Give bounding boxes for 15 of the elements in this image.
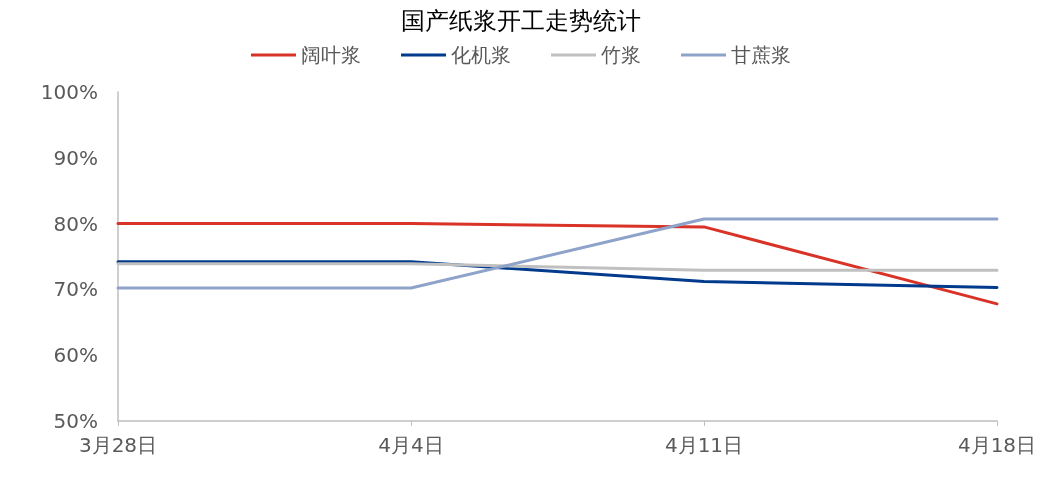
x-tick-label: 4月11日	[664, 433, 744, 457]
x-tick-label: 4月18日	[957, 433, 1037, 457]
y-tick-label: 100%	[40, 80, 98, 104]
legend-label: 竹浆	[601, 43, 641, 67]
y-tick-label: 70%	[53, 277, 98, 302]
legend-label: 甘蔗浆	[731, 43, 791, 67]
y-tick-label: 80%	[53, 211, 98, 236]
chart-title: 国产纸浆开工走势统计	[401, 7, 641, 35]
y-tick-label: 60%	[53, 343, 98, 368]
legend-label: 化机浆	[451, 43, 511, 67]
y-tick-label: 90%	[53, 145, 98, 170]
x-tick-label: 4月4日	[378, 433, 444, 457]
legend-label: 阔叶浆	[301, 43, 361, 67]
x-tick-label: 3月28日	[78, 433, 158, 457]
y-tick-label: 50%	[53, 409, 98, 433]
